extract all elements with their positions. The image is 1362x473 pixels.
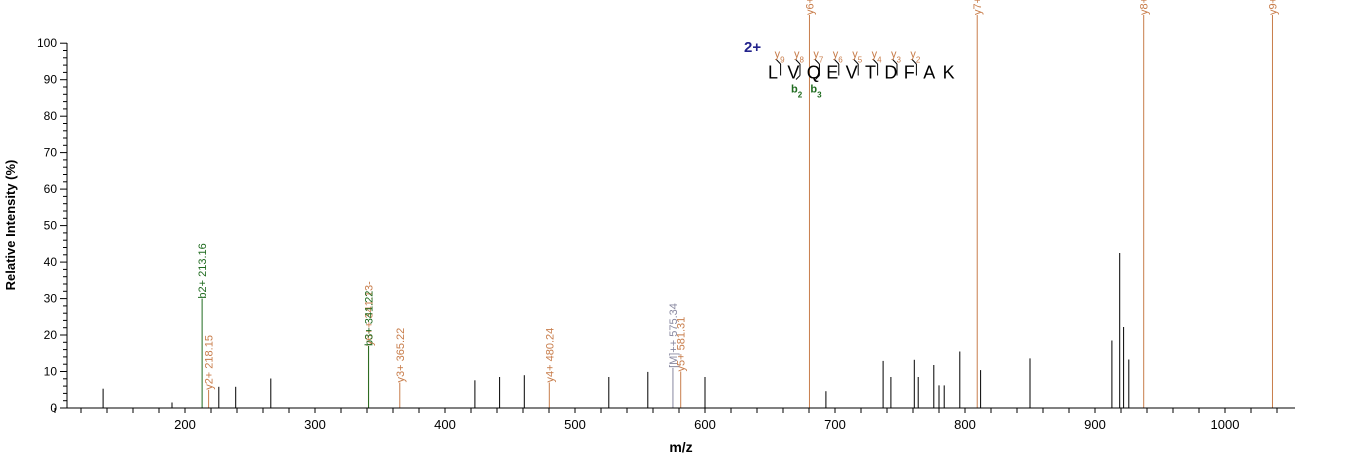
svg-text:E: E: [826, 63, 838, 83]
svg-text:y7+ 809.40: y7+ 809.40: [972, 0, 984, 15]
svg-text:Relative Intensity (%): Relative Intensity (%): [3, 160, 18, 291]
svg-text:100: 100: [37, 36, 57, 50]
svg-text:60: 60: [44, 182, 58, 196]
svg-text:300: 300: [304, 417, 326, 432]
svg-text:50: 50: [44, 219, 58, 233]
svg-text:700: 700: [824, 417, 846, 432]
svg-text:y2+ 218.15: y2+ 218.15: [204, 335, 216, 390]
svg-text:b2+ 213.16: b2+ 213.16: [197, 243, 209, 298]
svg-text:90: 90: [44, 73, 58, 87]
svg-text:200: 200: [174, 417, 196, 432]
svg-text:800: 800: [954, 417, 976, 432]
svg-text:900: 900: [1084, 417, 1106, 432]
svg-text:y9+ 1036.52: y9+ 1036.52: [1268, 0, 1280, 15]
svg-text:y3+ 365.22: y3+ 365.22: [395, 328, 407, 383]
svg-text:80: 80: [44, 109, 58, 123]
svg-text:400: 400: [434, 417, 456, 432]
svg-text:y6+ 680.35: y6+ 680.35: [805, 0, 817, 15]
svg-text:V: V: [846, 63, 858, 83]
svg-text:V: V: [787, 63, 799, 83]
svg-text:0: 0: [50, 401, 57, 415]
svg-text:L: L: [768, 63, 778, 83]
svg-text:T: T: [865, 63, 876, 83]
svg-text:A: A: [923, 63, 935, 83]
svg-text:F: F: [904, 63, 915, 83]
svg-text:30: 30: [44, 292, 58, 306]
svg-text:40: 40: [44, 255, 58, 269]
svg-text:y8+ 937.45: y8+ 937.45: [1139, 0, 1151, 15]
svg-text:10: 10: [44, 365, 58, 379]
svg-text:y5+ 581.31: y5+ 581.31: [676, 317, 688, 372]
svg-text:600: 600: [694, 417, 716, 432]
svg-text:20: 20: [44, 328, 58, 342]
svg-text:D: D: [884, 63, 897, 83]
svg-text:2+: 2+: [744, 39, 761, 56]
svg-text:b3+ 341.22: b3+ 341.22: [364, 291, 376, 346]
svg-text:70: 70: [44, 146, 58, 160]
svg-text:Q: Q: [807, 63, 821, 83]
svg-text:K: K: [943, 63, 955, 83]
svg-text:m/z: m/z: [669, 439, 692, 455]
svg-text:1000: 1000: [1211, 417, 1240, 432]
svg-text:500: 500: [564, 417, 586, 432]
svg-text:y4+ 480.24: y4+ 480.24: [544, 328, 556, 383]
